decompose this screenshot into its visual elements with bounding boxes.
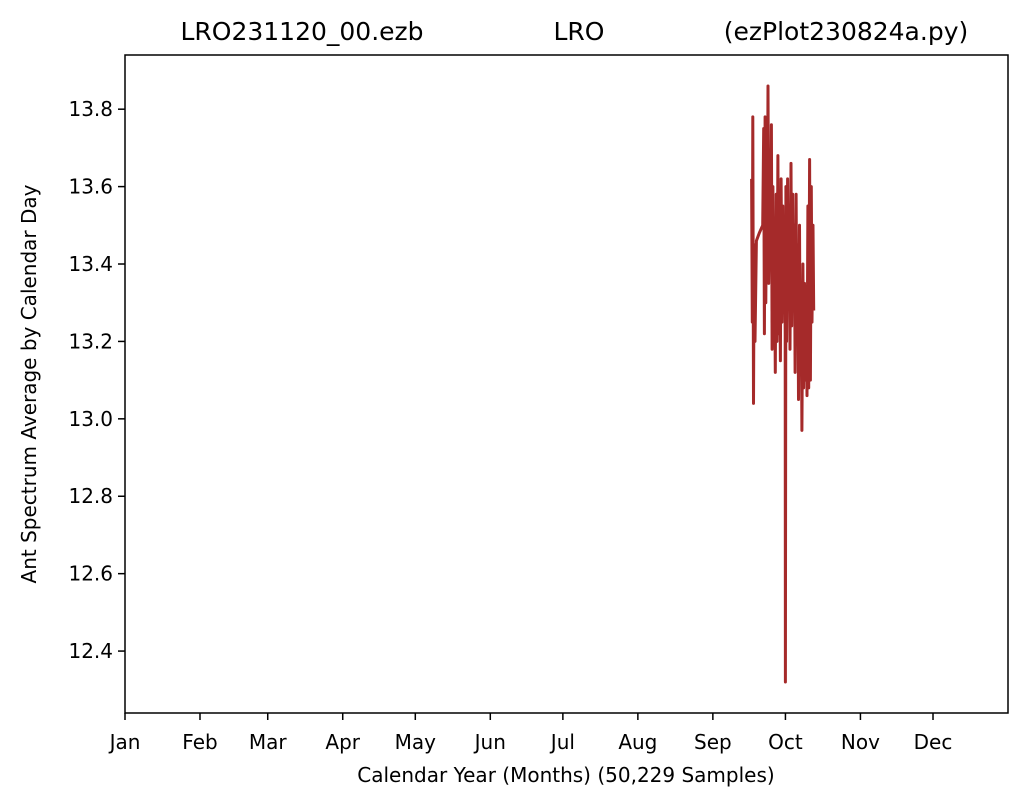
x-axis-label: Calendar Year (Months) (50,229 Samples) <box>357 763 774 787</box>
chart-title-station: LRO <box>554 17 605 46</box>
y-axis-ticks: 12.4 12.6 12.8 13.0 13.2 13.4 13.6 13.8 <box>68 97 125 663</box>
x-tick-label: Dec <box>914 730 953 754</box>
y-tick-label: 13.8 <box>68 97 113 121</box>
x-tick-label: Aug <box>618 730 657 754</box>
x-tick-label: Jan <box>108 730 141 754</box>
chart-title-file: LRO231120_00.ezb <box>180 17 423 46</box>
x-tick-label: Jul <box>549 730 575 754</box>
y-tick-label: 12.8 <box>68 484 113 508</box>
x-tick-label: Jun <box>473 730 506 754</box>
y-tick-label: 12.6 <box>68 562 113 586</box>
series-line <box>750 84 816 684</box>
x-axis-ticks: Jan Feb Mar Apr May Jun Jul Aug Sep Oct Nov Dec <box>108 713 953 754</box>
x-tick-label: Sep <box>694 730 732 754</box>
y-tick-label: 13.4 <box>68 252 113 276</box>
y-tick-label: 13.2 <box>68 329 113 353</box>
x-tick-label: May <box>395 730 437 754</box>
x-tick-label: Apr <box>325 730 360 754</box>
x-tick-label: Nov <box>841 730 880 754</box>
x-tick-label: Mar <box>249 730 288 754</box>
y-tick-label: 12.4 <box>68 639 113 663</box>
y-axis-label: Ant Spectrum Average by Calendar Day <box>17 184 41 583</box>
x-tick-label: Oct <box>768 730 803 754</box>
plot-area-frame <box>124 54 1009 714</box>
x-tick-label: Feb <box>182 730 217 754</box>
y-tick-label: 13.6 <box>68 175 113 199</box>
y-tick-label: 13.0 <box>68 407 113 431</box>
chart-title-program: (ezPlot230824a.py) <box>724 17 969 46</box>
